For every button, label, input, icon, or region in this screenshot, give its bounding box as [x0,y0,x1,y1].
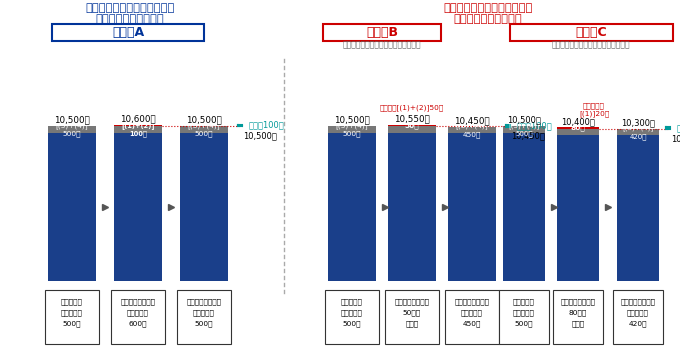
Bar [617,129,659,135]
Text: 分配対象額: 分配対象額 [127,310,149,316]
Text: 当期決算日分配前: 当期決算日分配前 [120,299,156,305]
Text: 500円: 500円 [63,321,81,327]
Text: 450円: 450円 [463,321,481,327]
Text: 当期決算日分配後: 当期決算日分配後 [620,299,656,305]
Bar [328,126,376,133]
Text: 10,500円: 10,500円 [334,116,370,125]
Text: 600円: 600円 [129,321,148,327]
Bar [557,129,599,135]
Bar [48,126,96,133]
Text: 分配対象額: 分配対象額 [193,310,215,316]
Text: 80円を: 80円を [569,310,587,316]
Text: 計算期間中に発生した収益を: 計算期間中に発生した収益を [443,3,532,13]
Text: 超えて支払われる場合: 超えて支払われる場合 [454,14,522,24]
Text: 10,400円: 10,400円 [561,117,595,126]
Bar [448,133,496,281]
Text: 500円: 500円 [343,321,361,327]
Bar [613,290,663,344]
Bar [325,290,379,344]
Bar [445,290,499,344]
Text: 中から支払われる場合: 中から支払われる場合 [96,14,165,24]
Bar [48,133,96,281]
Text: ケースB: ケースB [366,26,398,39]
Bar [111,290,165,344]
Bar [617,135,659,281]
Bar [388,133,436,281]
Text: 420円: 420円 [629,321,647,327]
Text: 分配対象額: 分配対象額 [61,310,83,316]
Text: 500円: 500円 [515,321,533,327]
Bar [180,133,228,281]
Text: 50円: 50円 [405,122,420,129]
Bar [503,126,545,133]
Text: 計算期間中に発生した収益の: 計算期間中に発生した収益の [85,3,175,13]
Text: 10,450円: 10,450円 [511,132,545,141]
Bar [114,125,162,126]
Text: 前期決算日: 前期決算日 [341,299,363,305]
Text: ケースC: ケースC [575,26,607,39]
Text: 前期決算日: 前期決算日 [61,299,83,305]
Bar [557,127,599,129]
Text: 当期決算日分配前: 当期決算日分配前 [560,299,596,305]
Bar [180,126,228,133]
Bar [553,290,603,344]
Text: 当期決算日分配後: 当期決算日分配後 [186,299,222,305]
Text: 分配対象額: 分配対象額 [341,310,363,316]
Bar [510,24,673,41]
Bar [45,290,99,344]
Bar [323,24,441,41]
Bar [52,24,204,41]
Bar [114,126,162,133]
Text: 前期決算から基準価額が上昇した場合: 前期決算から基準価額が上昇した場合 [343,40,422,49]
Text: 10,500円: 10,500円 [507,116,541,125]
Bar [503,133,545,281]
Text: 当期決算日分配後: 当期決算日分配後 [454,299,490,305]
Text: 前期決算日: 前期決算日 [513,299,535,305]
Text: 分配対象額: 分配対象額 [461,310,483,316]
Text: [(3)+(4)]
500円: [(3)+(4)] 500円 [56,122,88,137]
Text: 取崩し: 取崩し [571,321,585,327]
Text: [(3)+(4)]
500円: [(3)+(4)] 500円 [509,122,540,137]
Text: 分配金100円: 分配金100円 [248,121,284,130]
Bar [388,125,436,126]
Text: 分配金100円: 分配金100円 [676,124,680,133]
Bar [448,127,496,133]
Bar [177,290,231,344]
Text: 80円: 80円 [571,125,585,131]
Bar [114,133,162,281]
Text: [(3)+(4)]
500円: [(3)+(4)] 500円 [188,122,220,137]
Text: 期中収益[(1)+(2)]50円: 期中収益[(1)+(2)]50円 [380,104,444,111]
Text: 配当等収益
[(1)]20円: 配当等収益 [(1)]20円 [579,102,609,117]
Text: 期中収益
[(1)+(2)]
100円: 期中収益 [(1)+(2)] 100円 [121,114,155,137]
Text: 10,500円: 10,500円 [243,131,277,140]
Bar [328,133,376,281]
Text: 10,450円: 10,450円 [454,116,490,125]
Text: 10,300円: 10,300円 [671,134,680,143]
Text: 分配金100円: 分配金100円 [516,121,552,131]
Text: 分配対象額: 分配対象額 [627,310,649,316]
Text: [(3)+(4)]
500円: [(3)+(4)] 500円 [336,122,369,137]
Text: 50円を: 50円を [403,310,421,316]
Text: 当期決算日分配前: 当期決算日分配前 [394,299,430,305]
Text: 10,600円: 10,600円 [120,114,156,123]
Text: 10,500円: 10,500円 [54,116,90,125]
Text: 500円: 500円 [194,321,214,327]
Text: [(3)+(4)]
450円: [(3)+(4)] 450円 [456,122,488,138]
Text: ケースA: ケースA [112,26,144,39]
Bar [499,290,549,344]
Text: [(3)+(4)]
420円: [(3)+(4)] 420円 [622,125,653,140]
Text: 10,300円: 10,300円 [621,118,655,127]
Text: 前期決算から基準価額が下落した場合: 前期決算から基準価額が下落した場合 [551,40,630,49]
Bar [557,135,599,281]
Text: 取崩し: 取崩し [405,321,419,327]
Bar [388,126,436,133]
Text: 10,550円: 10,550円 [394,115,430,124]
Text: 分配対象額: 分配対象額 [513,310,535,316]
Bar [385,290,439,344]
Text: 10,500円: 10,500円 [186,116,222,125]
